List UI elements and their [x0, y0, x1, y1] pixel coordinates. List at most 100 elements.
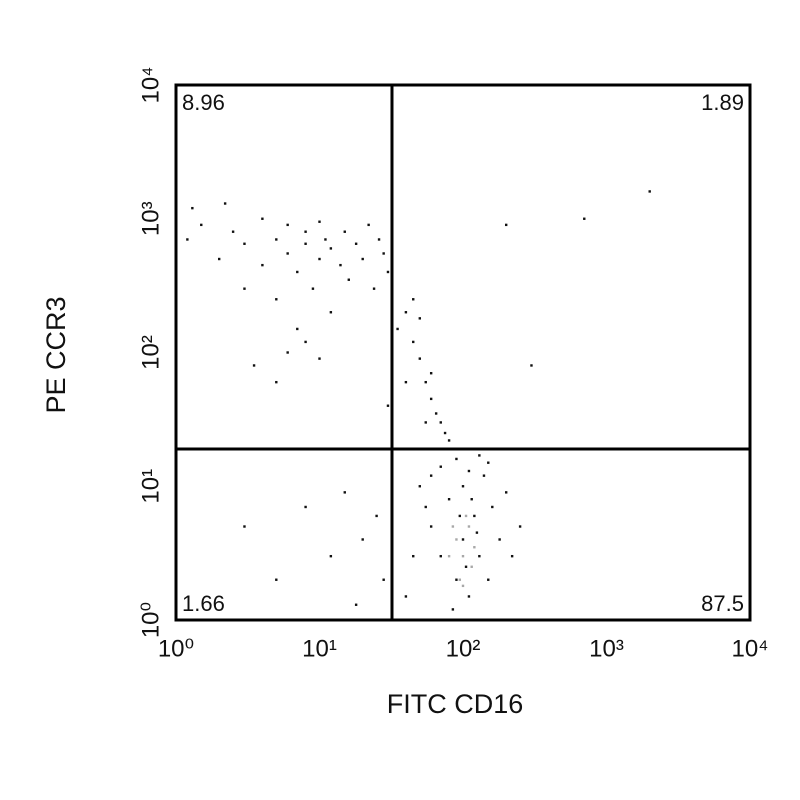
- data-point: [447, 439, 451, 442]
- data-point: [304, 505, 307, 509]
- quadrant-percent: 8.96: [182, 90, 225, 115]
- data-point: [470, 498, 473, 501]
- y-tick-label: 10⁴: [137, 66, 164, 103]
- data-point: [304, 242, 307, 245]
- data-point: [354, 242, 358, 245]
- data-point: [510, 554, 514, 558]
- data-point: [467, 595, 471, 598]
- data-point: [451, 525, 455, 528]
- data-point: [367, 223, 370, 227]
- data-point: [504, 491, 508, 494]
- data-point: [382, 578, 385, 581]
- data-point: [329, 311, 333, 314]
- data-point: [404, 311, 408, 314]
- data-point: [377, 238, 381, 241]
- data-point: [461, 538, 465, 541]
- y-tick-label: 10¹: [137, 469, 164, 504]
- data-point: [418, 317, 422, 320]
- y-tick-label: 10⁰: [137, 602, 164, 638]
- data-point: [470, 565, 473, 568]
- data-point: [372, 287, 376, 290]
- data-point: [275, 578, 278, 581]
- data-point: [286, 351, 289, 354]
- data-point: [447, 498, 451, 501]
- data-point: [286, 223, 289, 227]
- data-point: [412, 298, 415, 301]
- data-point: [429, 397, 433, 401]
- data-point: [404, 380, 408, 384]
- data-point: [296, 270, 299, 274]
- quadrant-percent: 87.5: [701, 591, 744, 616]
- data-point: [418, 357, 422, 360]
- data-point: [424, 380, 427, 384]
- data-point: [382, 252, 385, 255]
- data-point: [261, 263, 264, 267]
- data-point: [434, 412, 438, 415]
- data-point: [296, 327, 299, 331]
- data-point: [464, 514, 468, 518]
- data-point: [473, 514, 476, 518]
- data-point: [429, 525, 433, 528]
- data-point: [418, 485, 422, 488]
- data-point: [318, 357, 321, 360]
- data-point: [487, 578, 490, 581]
- data-point: [354, 603, 358, 606]
- data-point: [396, 327, 399, 331]
- x-axis-label: FITC CD16: [387, 689, 524, 719]
- data-point: [478, 554, 481, 558]
- data-point: [329, 554, 333, 558]
- data-point: [447, 554, 451, 558]
- data-point: [318, 220, 321, 223]
- x-tick-label: 10⁴: [731, 635, 768, 662]
- data-point: [343, 230, 346, 233]
- data-point: [404, 595, 408, 598]
- data-point: [648, 190, 651, 193]
- data-point: [324, 238, 327, 241]
- data-point: [458, 514, 462, 518]
- data-point: [478, 454, 481, 457]
- data-point: [518, 525, 522, 528]
- data-point: [275, 298, 278, 301]
- data-point: [286, 252, 289, 255]
- x-tick-label: 10¹: [302, 635, 337, 662]
- data-point: [491, 505, 494, 509]
- data-point: [473, 546, 476, 549]
- data-point: [243, 242, 246, 245]
- data-point: [339, 263, 342, 267]
- data-point: [487, 461, 490, 464]
- y-axis-label: PE CCR3: [41, 296, 71, 413]
- data-point: [361, 538, 364, 541]
- data-point: [375, 514, 378, 518]
- data-point: [464, 565, 468, 568]
- data-point: [455, 457, 458, 461]
- data-point: [304, 340, 307, 344]
- data-point: [461, 485, 465, 488]
- data-point: [329, 247, 333, 250]
- data-point: [498, 538, 501, 541]
- data-point: [482, 474, 486, 477]
- data-point: [439, 421, 442, 424]
- data-point: [467, 469, 471, 473]
- data-point: [530, 364, 533, 367]
- x-tick-label: 10⁰: [158, 635, 194, 662]
- data-point: [304, 230, 307, 233]
- data-point: [424, 505, 427, 509]
- data-point: [458, 578, 462, 581]
- data-point: [318, 257, 321, 261]
- data-point: [455, 578, 458, 581]
- data-point: [475, 531, 479, 534]
- data-point: [200, 223, 203, 227]
- x-tick-label: 10²: [446, 635, 481, 662]
- data-point: [347, 278, 350, 281]
- y-tick-label: 10³: [137, 201, 164, 236]
- data-point: [439, 465, 442, 468]
- data-point: [504, 223, 508, 227]
- data-point: [412, 554, 415, 558]
- data-point: [191, 206, 194, 210]
- data-point: [583, 217, 586, 220]
- data-point: [439, 554, 442, 558]
- data-point: [261, 217, 264, 220]
- data-point: [361, 257, 364, 261]
